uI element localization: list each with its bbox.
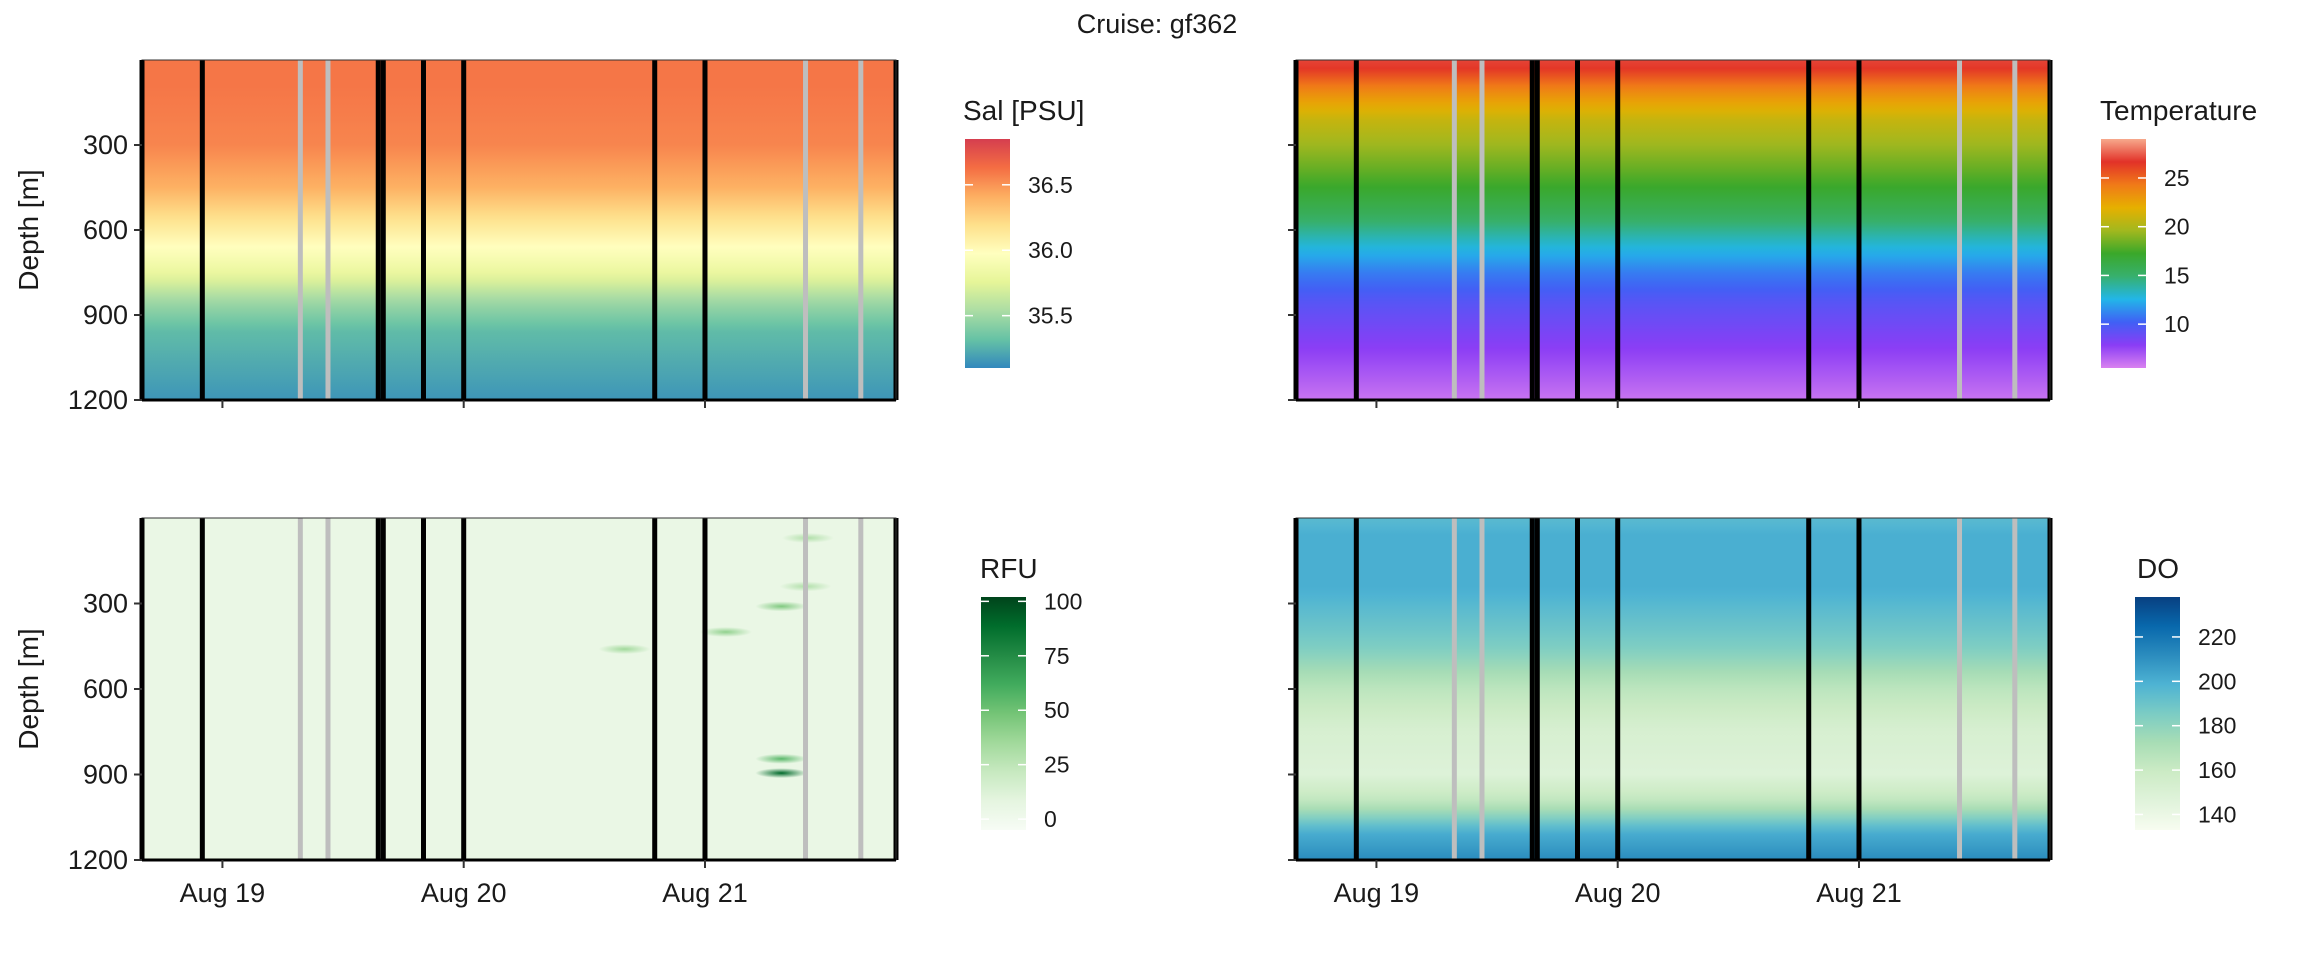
y-tick-label: 1200 [68, 385, 128, 415]
y-tick-label: 300 [83, 589, 128, 619]
legend-tick-label: 180 [2198, 713, 2236, 739]
legend-tick-label: 100 [1044, 588, 1082, 614]
panel-dissolved_oxygen: Aug 19 Aug 20 Aug 21 DO 140 160 180 200 220 [1288, 517, 2236, 908]
data-spike [699, 627, 752, 637]
legend-tick-label: 200 [2198, 668, 2236, 694]
x-tick-label: Aug 21 [1816, 878, 1902, 908]
legend-colorbar [981, 597, 1026, 830]
legend-title: RFU [980, 553, 1038, 584]
legend-tick-label: 160 [2198, 757, 2236, 783]
legend-tick-label: 36.0 [1028, 237, 1073, 263]
panel-chlorophyll_fluorescence: 300 600 900 1200 Aug 19 Aug 20 Aug 21 Depth [m]… [13, 517, 1082, 908]
legend-tick-label: 36.5 [1028, 172, 1073, 198]
legend-tick-label: 140 [2198, 801, 2236, 827]
y-tick-label: 300 [83, 130, 128, 160]
legend-tick-label: 20 [2164, 214, 2190, 240]
y-tick-label: 600 [83, 215, 128, 245]
y-axis-label: Depth [m] [13, 169, 44, 290]
legend-colorbar [2101, 139, 2146, 368]
legend-colorbar [965, 139, 1010, 368]
legend-title: Temperature [2100, 95, 2257, 126]
legend-colorbar [2135, 597, 2180, 830]
x-tick-label: Aug 20 [421, 878, 507, 908]
x-tick-label: Aug 19 [1334, 878, 1420, 908]
legend-tick-label: 35.5 [1028, 303, 1073, 329]
panel-temperature: Temperature 10 15 20 25 [1288, 59, 2257, 408]
legend-tick-label: 15 [2164, 262, 2190, 288]
legend-tick-label: 0 [1044, 806, 1057, 832]
data-spike [755, 601, 808, 612]
data-spike [755, 768, 808, 779]
y-tick-label: 600 [83, 674, 128, 704]
figure-title: Cruise: gf362 [1077, 9, 1238, 39]
legend-tick-label: 50 [1044, 697, 1070, 723]
data-spike [755, 753, 808, 764]
legend-tick-label: 10 [2164, 311, 2190, 337]
panels-group: 300 600 900 1200 Depth [m] Sal [PSU] 35.5 36.0 3… [13, 59, 2257, 908]
y-tick-label: 900 [83, 300, 128, 330]
x-tick-label: Aug 20 [1575, 878, 1661, 908]
y-axis-label: Depth [m] [13, 628, 44, 749]
heatmap-field [1296, 60, 2050, 400]
x-tick-label: Aug 19 [180, 878, 266, 908]
heatmap-field [1296, 518, 2050, 860]
y-tick-label: 900 [83, 760, 128, 790]
legend-title: Sal [PSU] [963, 95, 1084, 126]
legend-tick-label: 25 [2164, 165, 2190, 191]
legend-tick-label: 25 [1044, 752, 1070, 778]
y-tick-label: 1200 [68, 845, 128, 875]
legend-title: DO [2137, 553, 2179, 584]
x-tick-label: Aug 21 [662, 878, 748, 908]
heatmap-field [142, 518, 896, 860]
panel-salinity: 300 600 900 1200 Depth [m] Sal [PSU] 35.5 36.0 3… [13, 59, 1084, 415]
heatmap-field [142, 60, 896, 400]
legend-tick-label: 75 [1044, 643, 1070, 669]
legend-tick-label: 220 [2198, 624, 2236, 650]
data-spike [598, 644, 651, 655]
